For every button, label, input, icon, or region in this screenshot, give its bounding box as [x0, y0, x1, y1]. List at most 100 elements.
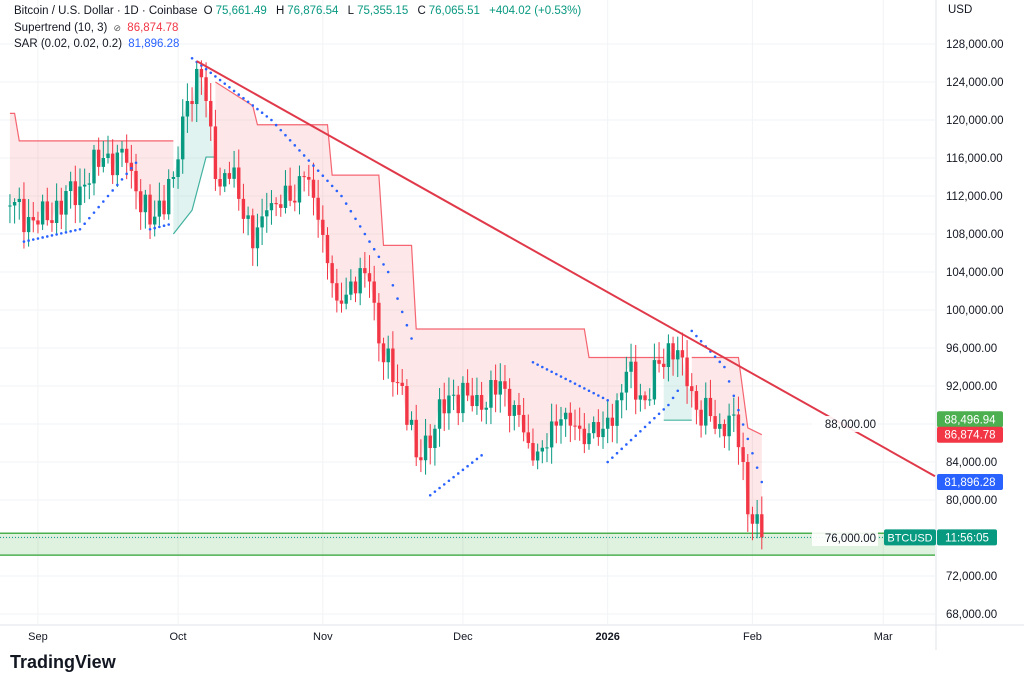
candle-down: [405, 386, 409, 425]
candle-down: [302, 176, 306, 178]
sar-dot: [386, 270, 390, 274]
y-tick-label: 76,000.00: [825, 533, 876, 545]
supertrend-fill: [173, 68, 216, 234]
candle-down: [465, 382, 470, 396]
y-tick-label: 72,000.00: [946, 571, 997, 583]
candle-up: [451, 394, 456, 396]
candle-down: [124, 148, 129, 163]
candle-down: [503, 381, 507, 389]
candle-down: [694, 391, 699, 410]
legend-sar-row[interactable]: SAR (0.02, 0.02, 0.2) 81,896.28: [14, 36, 584, 53]
sar-dot: [158, 225, 161, 229]
x-tick-label: 2026: [595, 631, 619, 643]
candle-up: [344, 294, 348, 304]
candle-down: [391, 348, 395, 383]
candle-up: [246, 215, 250, 219]
currency-label[interactable]: USD: [948, 4, 973, 16]
candle-down: [353, 281, 358, 294]
y-tick-label: 68,000.00: [946, 609, 997, 621]
sar-dot: [601, 396, 605, 400]
candle-down: [400, 382, 404, 386]
sar-dot: [321, 174, 325, 178]
candle-up: [101, 158, 106, 167]
y-tick-label: 88,000.00: [825, 419, 876, 431]
sar-dot: [363, 232, 367, 236]
sar-dot: [667, 403, 670, 407]
candle-down: [339, 300, 344, 304]
supertrend-fill: [9, 113, 174, 233]
sar-dot: [653, 416, 656, 420]
sar-dot: [746, 437, 750, 441]
candle-down: [573, 425, 577, 427]
sar-dot: [564, 377, 567, 381]
candle-up: [648, 399, 652, 401]
candle-down: [241, 198, 246, 219]
sar-dot: [751, 451, 754, 455]
candle-up: [535, 451, 540, 461]
hidden-eye-icon[interactable]: ⊘: [113, 22, 122, 33]
candle-down: [582, 428, 587, 445]
sar-dot: [358, 225, 362, 228]
candle-down: [227, 173, 232, 179]
candle-up: [587, 433, 591, 445]
candle-down: [209, 100, 213, 127]
sar-dot: [134, 161, 138, 165]
sar-dot: [410, 337, 413, 340]
sar-dot: [69, 230, 72, 233]
candle-up: [615, 400, 619, 426]
candle-down: [722, 424, 727, 437]
candle-down: [59, 200, 63, 215]
sar-dot: [755, 466, 759, 469]
candle-up: [549, 421, 554, 448]
candle-down: [517, 405, 521, 415]
sar-dot: [298, 149, 301, 152]
candle-up: [475, 395, 479, 407]
sar-dot: [377, 255, 381, 259]
candle-up: [489, 380, 493, 408]
sar-dot: [223, 82, 227, 85]
sar-dot: [550, 370, 553, 374]
sar-dot: [349, 209, 353, 213]
candle-up: [437, 399, 442, 429]
sar-dot: [470, 461, 474, 464]
candle-up: [676, 350, 680, 360]
candle-down: [134, 170, 138, 192]
sar-dot: [106, 194, 110, 198]
candle-up: [260, 216, 264, 228]
candle-up: [423, 435, 428, 461]
symbol-title[interactable]: Bitcoin / U.S. Dollar · 1D · Coinbase: [14, 5, 198, 17]
sar-dot: [760, 480, 764, 484]
sar-dot: [676, 389, 680, 393]
candle-up: [40, 201, 45, 225]
x-tick-label: Mar: [874, 631, 893, 643]
price-label-bg: [937, 473, 1003, 490]
sar-dot: [31, 238, 35, 241]
sar-dot: [391, 284, 395, 287]
countdown: 11:56:05: [945, 532, 989, 544]
candle-down: [526, 432, 530, 443]
candle-down: [335, 283, 339, 301]
sar-dot: [214, 75, 217, 78]
y-tick-label: 128,000.00: [946, 39, 1004, 51]
legend-supertrend-row[interactable]: Supertrend (10, 3) ⊘ 86,874.78: [14, 20, 584, 37]
sar-dot: [167, 223, 171, 226]
price-label-bg: [937, 426, 1003, 443]
candle-down: [568, 412, 573, 426]
sar-dot: [45, 235, 49, 238]
candle-down: [279, 204, 283, 208]
sar-dot: [302, 154, 306, 157]
sar-dot: [340, 194, 343, 198]
candle-down: [307, 177, 311, 180]
sar-dot: [22, 240, 26, 243]
trendline: [196, 60, 936, 478]
candle-down: [493, 380, 498, 395]
candle-up: [120, 148, 124, 153]
x-tick-label: Dec: [453, 631, 473, 643]
y-tick-label: 124,000.00: [946, 77, 1004, 89]
sar-dot: [639, 430, 642, 433]
candle-down: [251, 215, 255, 249]
sar-dot: [690, 329, 694, 333]
countdown-bg: [937, 529, 997, 546]
sar-dot: [162, 224, 166, 227]
